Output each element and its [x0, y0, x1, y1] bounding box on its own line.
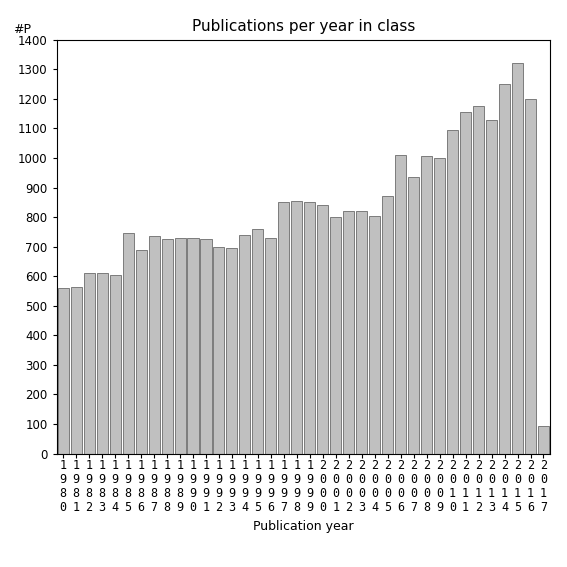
Bar — [162, 239, 172, 454]
Bar — [356, 211, 367, 454]
Bar — [525, 99, 536, 454]
Bar — [395, 155, 406, 454]
Bar — [343, 211, 354, 454]
Title: Publications per year in class: Publications per year in class — [192, 19, 415, 35]
Bar — [96, 273, 108, 454]
Bar — [318, 205, 328, 454]
Bar — [71, 286, 82, 454]
X-axis label: Publication year: Publication year — [253, 520, 354, 533]
Bar — [460, 112, 471, 454]
Bar — [201, 239, 211, 454]
Bar — [473, 106, 484, 454]
Bar — [304, 202, 315, 454]
Bar — [109, 275, 121, 454]
Y-axis label: #P: #P — [13, 23, 31, 36]
Bar — [499, 84, 510, 454]
Bar — [331, 217, 341, 454]
Bar — [175, 238, 185, 454]
Bar — [369, 215, 380, 454]
Bar — [486, 120, 497, 454]
Bar — [239, 235, 251, 454]
Bar — [136, 249, 147, 454]
Bar — [447, 130, 458, 454]
Bar — [421, 156, 432, 454]
Bar — [252, 229, 264, 454]
Bar — [538, 425, 549, 454]
Bar — [188, 238, 198, 454]
Bar — [84, 273, 95, 454]
Bar — [213, 247, 225, 454]
Bar — [434, 158, 445, 454]
Bar — [512, 64, 523, 454]
Bar — [122, 234, 134, 454]
Bar — [278, 202, 289, 454]
Bar — [408, 177, 419, 454]
Bar — [226, 248, 238, 454]
Bar — [149, 236, 159, 454]
Bar — [382, 196, 393, 454]
Bar — [265, 238, 276, 454]
Bar — [58, 288, 69, 454]
Bar — [291, 201, 302, 454]
